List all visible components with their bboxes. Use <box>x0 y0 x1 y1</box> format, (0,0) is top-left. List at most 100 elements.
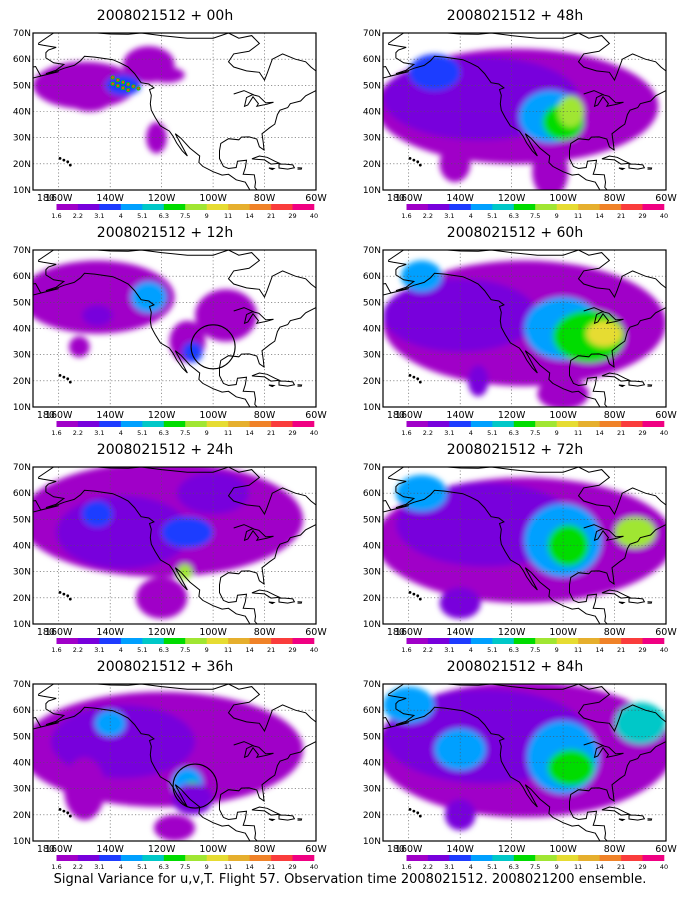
colorbar-label: 21 <box>617 429 625 437</box>
lon-tick-label: 160W <box>395 627 423 638</box>
variance-contour <box>69 336 90 358</box>
colorbar-label: 5.1 <box>137 212 147 220</box>
colorbar-swatch <box>35 421 57 427</box>
lat-tick-label: 10N <box>363 403 381 413</box>
graticule <box>383 684 666 841</box>
coastline <box>383 467 666 624</box>
colorbar-label: 6.3 <box>509 429 519 437</box>
colorbar-swatch <box>492 421 515 427</box>
colorbar-swatch <box>621 421 643 427</box>
graticule <box>33 250 316 407</box>
lon-tick-label: 80W <box>604 410 626 421</box>
graticule <box>383 33 666 190</box>
lat-tick-label: 30N <box>363 568 381 578</box>
lat-tick-label: 60N <box>363 706 381 716</box>
variance-field <box>383 48 659 190</box>
lat-tick-label: 20N <box>13 811 31 821</box>
lat-tick-label: 30N <box>363 134 381 144</box>
colorbar-label: 9 <box>205 646 209 654</box>
colorbar-label: 6.3 <box>159 212 169 220</box>
colorbar-label: 14 <box>595 863 603 871</box>
variance-contour <box>444 799 476 831</box>
colorbar-label: 1.6 <box>401 646 411 654</box>
colorbar-label: 11 <box>574 646 582 654</box>
lat-tick-label: 50N <box>13 515 31 525</box>
colorbar-label: 6.3 <box>509 863 519 871</box>
colorbar-swatch <box>163 421 186 427</box>
variance-contour <box>33 260 175 334</box>
colorbar: 1.6 2.2 3.1 4 5.1 6.3 7.5 9 11 14 21 29 40 <box>385 421 668 437</box>
colorbar-swatch <box>599 638 622 644</box>
colorbar-swatch <box>642 204 665 210</box>
lat-tick-label: 50N <box>363 515 381 525</box>
variance-contour <box>135 576 188 619</box>
lat-tick-label: 50N <box>363 81 381 91</box>
variance-contour <box>69 90 111 112</box>
lat-tick-label: 60N <box>363 272 381 282</box>
map-frame <box>32 466 317 625</box>
colorbar-label: 3.1 <box>94 646 104 654</box>
colorbar-swatch <box>99 855 122 861</box>
colorbar-swatch <box>427 421 450 427</box>
lat-tick-label: 40N <box>13 759 31 769</box>
colorbar-label: 40 <box>660 212 668 220</box>
lat-tick-label: 70N <box>363 680 381 690</box>
colorbar-label: 29 <box>288 863 296 871</box>
coastline <box>383 33 666 190</box>
colorbar-swatch <box>249 638 272 644</box>
lon-tick-label: 100W <box>199 627 227 638</box>
variance-field <box>33 46 185 154</box>
colorbar-swatch <box>163 638 186 644</box>
colorbar-label: 5.1 <box>137 863 147 871</box>
lat-tick-label: 10N <box>13 186 31 196</box>
colorbar-swatch <box>271 421 293 427</box>
colorbar-swatch <box>35 638 57 644</box>
lat-tick-label: 70N <box>13 246 31 256</box>
colorbar-swatch <box>470 638 493 644</box>
observation-track <box>110 75 141 93</box>
variance-contour <box>532 145 569 190</box>
colorbar-swatch <box>228 638 250 644</box>
colorbar-label: 21 <box>267 863 275 871</box>
colorbar-swatch <box>470 421 493 427</box>
figure-caption: Signal Variance for u,v,T. Flight 57. Ob… <box>53 872 647 887</box>
colorbar-swatch <box>271 855 293 861</box>
map-frame <box>32 683 317 842</box>
colorbar-label: 3.1 <box>94 429 104 437</box>
colorbar-label: 2.2 <box>73 646 83 654</box>
lon-tick-label: 180 <box>37 844 55 855</box>
colorbar-label: 5.1 <box>137 646 147 654</box>
colorbar: 1.6 2.2 3.1 4 5.1 6.3 7.5 9 11 14 21 29 40 <box>385 855 668 871</box>
colorbar-swatch <box>599 421 622 427</box>
colorbar-label: 3.1 <box>94 863 104 871</box>
colorbar-label: 21 <box>267 212 275 220</box>
lat-tick-label: 30N <box>13 134 31 144</box>
colorbar-label: 7.5 <box>530 646 540 654</box>
colorbar-swatch <box>77 421 100 427</box>
colorbar-label: 7.5 <box>530 863 540 871</box>
variance-contour <box>105 74 141 96</box>
colorbar-swatch <box>385 855 407 861</box>
lat-tick-label: 50N <box>363 298 381 308</box>
colorbar-label: 2.2 <box>423 429 433 437</box>
panel-title: 2008021512 + 60h <box>446 225 584 241</box>
lat-tick-label: 60N <box>363 489 381 499</box>
panel-title: 2008021512 + 84h <box>446 659 584 675</box>
colorbar: 1.6 2.2 3.1 4 5.1 6.3 7.5 9 11 14 21 29 40 <box>35 421 318 437</box>
colorbar-label: 14 <box>245 429 253 437</box>
graticule <box>383 250 666 407</box>
lat-tick-label: 70N <box>13 463 31 473</box>
lat-tick-label: 30N <box>13 351 31 361</box>
lon-tick-label: 60W <box>655 193 677 204</box>
lat-tick-label: 60N <box>13 272 31 282</box>
lon-tick-label: 180 <box>387 410 405 421</box>
colorbar-swatch <box>385 204 407 210</box>
lon-tick-label: 100W <box>549 627 577 638</box>
colorbar-label: 21 <box>267 429 275 437</box>
panel-title: 2008021512 + 36h <box>96 659 234 675</box>
lon-tick-label: 60W <box>305 627 327 638</box>
lon-tick-label: 180 <box>37 410 55 421</box>
